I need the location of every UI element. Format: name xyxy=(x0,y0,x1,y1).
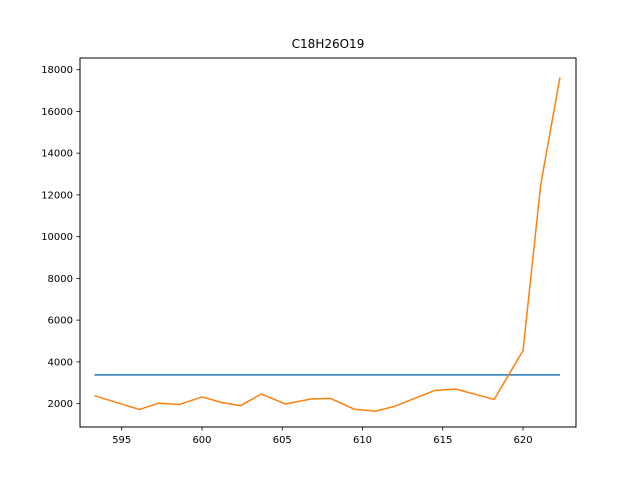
x-tick-label: 605 xyxy=(273,435,292,446)
y-tick-label: 16000 xyxy=(41,107,73,118)
x-tick-label: 595 xyxy=(112,435,131,446)
y-tick-label: 12000 xyxy=(41,190,73,201)
x-tick-label: 610 xyxy=(353,435,372,446)
x-tick-label: 600 xyxy=(192,435,211,446)
y-tick-label: 14000 xyxy=(41,149,73,160)
series-layer xyxy=(94,77,561,412)
plot-frame xyxy=(79,57,577,428)
ticks-layer: 595 600 605 610 615 620 2000 4000 6000 8000 10000 1… xyxy=(41,65,532,446)
y-tick-label: 10000 xyxy=(41,232,73,243)
y-tick-label: 2000 xyxy=(48,399,73,410)
chart-title: C18H26O19 xyxy=(292,37,365,51)
y-tick-label: 8000 xyxy=(48,274,73,285)
y-tick-label: 4000 xyxy=(48,357,73,368)
x-tick-label: 615 xyxy=(433,435,452,446)
y-tick-label: 6000 xyxy=(48,316,73,327)
x-tick-label: 620 xyxy=(513,435,532,446)
series-line-1 xyxy=(94,77,561,412)
y-tick-label: 18000 xyxy=(41,65,73,76)
